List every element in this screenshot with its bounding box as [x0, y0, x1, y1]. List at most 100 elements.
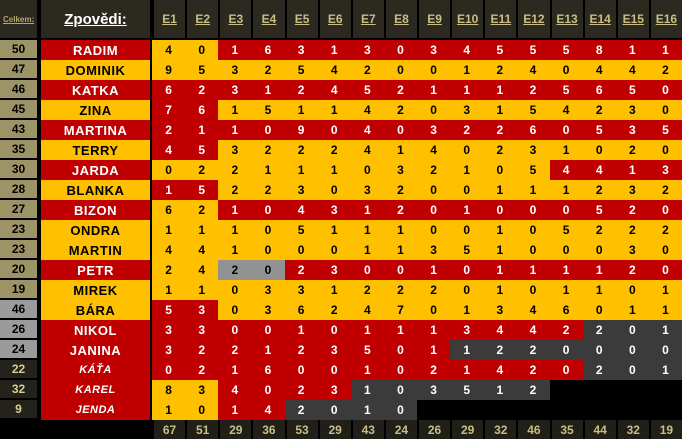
score-cell[interactable]: 3 — [615, 180, 649, 200]
row-total-cell[interactable]: 47 — [0, 60, 37, 80]
score-cell[interactable]: 4 — [483, 360, 517, 380]
score-cell[interactable]: 1 — [251, 80, 285, 100]
score-cell[interactable]: 5 — [582, 120, 616, 140]
grand-total-cell[interactable]: 29 — [317, 420, 351, 439]
column-header-e16[interactable]: E16 — [648, 0, 682, 40]
score-cell[interactable]: 2 — [350, 60, 384, 80]
player-name-cell[interactable]: BLANKA — [41, 180, 150, 200]
score-cell[interactable]: 2 — [185, 160, 219, 180]
score-cell[interactable]: 0 — [648, 260, 682, 280]
score-cell[interactable]: 8 — [152, 380, 186, 400]
score-cell[interactable] — [450, 400, 484, 420]
score-cell[interactable]: 1 — [450, 80, 484, 100]
names-header-zpovedi[interactable]: Zpovědi: — [41, 0, 150, 40]
column-header-e8[interactable]: E8 — [383, 0, 417, 40]
score-cell[interactable]: 0 — [549, 340, 583, 360]
score-cell[interactable]: 5 — [516, 100, 550, 120]
row-total-cell[interactable]: 19 — [0, 280, 37, 300]
score-cell[interactable]: 4 — [251, 400, 285, 420]
score-cell[interactable]: 2 — [615, 140, 649, 160]
score-cell[interactable] — [615, 380, 649, 400]
score-cell[interactable]: 6 — [549, 300, 583, 320]
score-cell[interactable]: 4 — [152, 40, 186, 60]
score-cell[interactable]: 2 — [383, 100, 417, 120]
player-name-cell[interactable]: BÁRA — [41, 300, 150, 320]
score-cell[interactable]: 5 — [582, 200, 616, 220]
score-cell[interactable]: 1 — [648, 40, 682, 60]
score-cell[interactable]: 1 — [251, 340, 285, 360]
score-cell[interactable]: 1 — [417, 320, 451, 340]
score-cell[interactable]: 0 — [218, 320, 252, 340]
score-cell[interactable]: 0 — [648, 80, 682, 100]
score-cell[interactable]: 1 — [450, 200, 484, 220]
score-cell[interactable]: 2 — [417, 280, 451, 300]
score-cell[interactable]: 2 — [251, 180, 285, 200]
score-cell[interactable]: 5 — [185, 140, 219, 160]
score-cell[interactable]: 1 — [549, 260, 583, 280]
score-cell[interactable]: 0 — [615, 320, 649, 340]
score-cell[interactable]: 0 — [582, 300, 616, 320]
score-cell[interactable] — [483, 400, 517, 420]
score-cell[interactable]: 1 — [251, 160, 285, 180]
score-cell[interactable]: 0 — [549, 200, 583, 220]
score-cell[interactable]: 2 — [284, 80, 318, 100]
score-cell[interactable]: 1 — [648, 320, 682, 340]
score-cell[interactable]: 0 — [417, 180, 451, 200]
score-cell[interactable]: 2 — [317, 140, 351, 160]
score-cell[interactable]: 2 — [549, 320, 583, 340]
score-cell[interactable]: 0 — [317, 360, 351, 380]
player-name-cell[interactable]: PETR — [41, 260, 150, 280]
score-cell[interactable]: 2 — [152, 260, 186, 280]
score-cell[interactable]: 6 — [152, 200, 186, 220]
score-cell[interactable] — [582, 400, 616, 420]
score-cell[interactable]: 0 — [417, 60, 451, 80]
grand-total-cell[interactable]: 35 — [549, 420, 583, 439]
score-cell[interactable]: 1 — [284, 100, 318, 120]
grand-total-cell[interactable]: 19 — [648, 420, 682, 439]
score-cell[interactable]: 1 — [317, 220, 351, 240]
score-cell[interactable]: 5 — [549, 220, 583, 240]
score-cell[interactable]: 3 — [251, 280, 285, 300]
score-cell[interactable]: 0 — [185, 400, 219, 420]
score-cell[interactable]: 1 — [450, 360, 484, 380]
score-cell[interactable] — [417, 400, 451, 420]
row-total-cell[interactable]: 28 — [0, 180, 37, 200]
grand-total-cell[interactable]: 43 — [350, 420, 384, 439]
score-cell[interactable]: 0 — [284, 360, 318, 380]
score-cell[interactable]: 1 — [450, 340, 484, 360]
player-name-cell[interactable]: KATKA — [41, 80, 150, 100]
score-cell[interactable]: 2 — [516, 340, 550, 360]
score-cell[interactable]: 3 — [615, 120, 649, 140]
score-cell[interactable]: 3 — [317, 200, 351, 220]
score-cell[interactable]: 6 — [185, 100, 219, 120]
score-cell[interactable]: 4 — [350, 140, 384, 160]
score-cell[interactable]: 1 — [615, 40, 649, 60]
score-cell[interactable]: 1 — [284, 160, 318, 180]
score-cell[interactable]: 3 — [417, 120, 451, 140]
score-cell[interactable]: 2 — [185, 80, 219, 100]
score-cell[interactable]: 1 — [218, 360, 252, 380]
score-cell[interactable]: 2 — [152, 120, 186, 140]
grand-total-cell[interactable]: 29 — [450, 420, 484, 439]
row-total-cell[interactable]: 46 — [0, 80, 37, 100]
score-cell[interactable]: 0 — [648, 140, 682, 160]
column-header-e9[interactable]: E9 — [417, 0, 451, 40]
score-cell[interactable]: 4 — [516, 60, 550, 80]
score-cell[interactable]: 2 — [648, 180, 682, 200]
column-header-e12[interactable]: E12 — [516, 0, 550, 40]
score-cell[interactable]: 1 — [317, 100, 351, 120]
score-cell[interactable]: 2 — [483, 140, 517, 160]
score-cell[interactable]: 0 — [383, 260, 417, 280]
score-cell[interactable]: 0 — [251, 320, 285, 340]
grand-total-cell[interactable]: 32 — [615, 420, 649, 439]
score-cell[interactable]: 2 — [615, 200, 649, 220]
column-header-e1[interactable]: E1 — [152, 0, 186, 40]
score-cell[interactable]: 7 — [383, 300, 417, 320]
score-cell[interactable]: 3 — [417, 240, 451, 260]
score-cell[interactable]: 1 — [152, 400, 186, 420]
score-cell[interactable]: 0 — [450, 260, 484, 280]
score-cell[interactable]: 1 — [350, 380, 384, 400]
score-cell[interactable]: 3 — [417, 40, 451, 60]
score-cell[interactable]: 2 — [582, 320, 616, 340]
row-total-cell[interactable]: 35 — [0, 140, 37, 160]
